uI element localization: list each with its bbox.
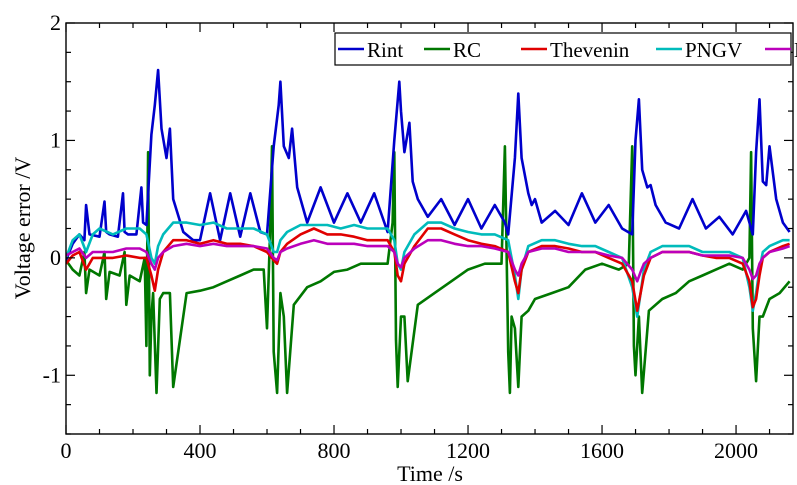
legend-label-rc: RC [453, 38, 481, 62]
legend-box [334, 32, 792, 66]
y-axis-label: Voltage error /V [10, 157, 35, 300]
legend: Rint RC Thevenin PNGV DP [334, 32, 797, 66]
x-axis-label: Time /s [397, 461, 463, 485]
x-tick-label: 1600 [580, 438, 624, 463]
series-line-dp [66, 238, 791, 283]
ticks-layer [65, 22, 793, 435]
series-line-rc [66, 145, 791, 395]
legend-label-rint: Rint [367, 38, 403, 62]
x-tick-label: 0 [61, 438, 72, 463]
y-tick-label: 0 [50, 245, 61, 270]
y-tick-label: 2 [50, 10, 61, 35]
x-tick-label: 2000 [714, 438, 758, 463]
x-tick-label: 800 [318, 438, 351, 463]
legend-label-dp: DP [794, 38, 797, 62]
series-layer [66, 68, 791, 395]
series-line-rint [66, 68, 791, 261]
series-line-pngv [66, 221, 790, 318]
tick-labels-layer: 0 400 800 1200 1600 2000 -1 0 1 2 [43, 10, 758, 463]
y-tick-label: 1 [50, 127, 61, 152]
x-tick-label: 1200 [446, 438, 490, 463]
y-tick-label: -1 [43, 362, 61, 387]
legend-label-pngv: PNGV [685, 38, 742, 62]
legend-label-thevenin: Thevenin [550, 38, 630, 62]
x-tick-label: 400 [184, 438, 217, 463]
